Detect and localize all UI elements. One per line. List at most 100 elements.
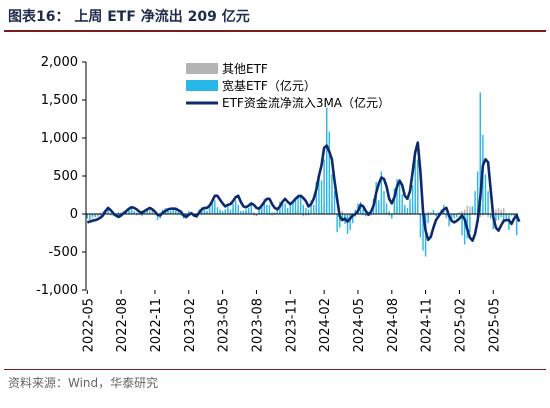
broad-etf-bar [180, 214, 182, 216]
other-etf-bar [341, 210, 344, 214]
legend: 其他ETF 宽基ETF（亿元） ETF资金流净流入3MA（亿元） [186, 62, 390, 110]
broad-etf-bar [414, 159, 416, 214]
other-etf-bar [159, 212, 161, 214]
broad-etf-bar [515, 214, 518, 236]
broad-etf-bar [206, 210, 208, 214]
broad-etf-bar [411, 185, 414, 214]
broad-etf-bar [500, 214, 502, 218]
other-etf-bar [99, 212, 102, 214]
broad-etf-bar [292, 201, 294, 214]
broad-etf-bar [331, 174, 333, 214]
x-tick-label: 2024-02 [318, 298, 333, 352]
x-tick-label: 2022-05 [81, 298, 96, 352]
broad-etf-bar [255, 214, 258, 216]
other-etf-bar [461, 210, 463, 214]
broad-etf-bar [312, 204, 315, 214]
broad-etf-bar [513, 214, 515, 217]
broad-etf-bar [388, 210, 390, 214]
broad-etf-bar [339, 214, 341, 228]
broad-etf-bar [240, 210, 242, 214]
legend-label-broad: 宽基ETF（亿元） [222, 78, 316, 93]
broad-etf-bar [250, 203, 252, 214]
other-etf-bar [469, 206, 471, 214]
broad-etf-bar [505, 214, 508, 219]
broad-etf-bar [430, 212, 432, 214]
other-etf-bar [500, 209, 502, 214]
broad-etf-bar [299, 195, 302, 214]
broad-etf-bar [268, 204, 271, 214]
broad-etf-bar [302, 204, 305, 214]
ma-line [86, 141, 521, 242]
other-etf-bar [479, 214, 481, 218]
broad-etf-bar [320, 180, 323, 214]
broad-etf-bar [130, 207, 133, 214]
broad-etf-bar [307, 209, 310, 214]
other-etf-bar [271, 214, 273, 216]
broad-etf-bar [401, 194, 403, 214]
broad-etf-bar [281, 200, 284, 214]
other-etf-bar [502, 207, 505, 214]
broad-etf-bar [479, 92, 481, 214]
broad-etf-bar [448, 214, 450, 227]
x-tick-label: 2023-11 [284, 298, 299, 352]
broad-etf-bar [91, 214, 94, 217]
broad-etf-bar [112, 214, 115, 217]
broad-etf-bar [294, 197, 297, 214]
broad-etf-bar [346, 214, 349, 234]
broad-etf-bar [216, 207, 219, 214]
broad-etf-bar [354, 209, 357, 214]
other-etf-bar [370, 214, 372, 216]
broad-etf-bar [305, 207, 307, 214]
broad-etf-bar [336, 214, 338, 233]
broad-etf-bar [391, 214, 393, 219]
broad-etf-bar [385, 203, 388, 214]
broad-etf-bar [378, 200, 380, 214]
broad-etf-bar [286, 207, 289, 214]
x-tick-label: 2023-08 [250, 298, 265, 352]
other-etf-bar [117, 211, 120, 214]
broad-etf-bar [396, 179, 398, 214]
broad-etf-bar [417, 159, 419, 214]
broad-etf-bar [352, 214, 354, 224]
broad-etf-bar [211, 200, 213, 214]
other-etf-bar [388, 214, 390, 216]
other-etf-bar [463, 209, 466, 214]
broad-etf-bar [469, 214, 471, 233]
other-etf-bar [482, 214, 484, 216]
chart-title: 图表16： 上周 ETF 净流出 209 亿元 [8, 9, 250, 25]
x-tick-label: 2023-05 [217, 298, 232, 352]
y-axis: -1,000 -500 0 500 1,000 1,500 2,000 [36, 55, 87, 298]
broad-etf-bar [208, 206, 211, 214]
broad-etf-bar [365, 214, 367, 217]
broad-etf-bar [107, 207, 109, 214]
y-tick-label: 500 [53, 169, 78, 184]
other-etf-bar [427, 211, 429, 214]
broad-etf-bar [495, 214, 497, 221]
x-tick-label: 2022-11 [149, 298, 164, 352]
broad-etf-bar [289, 204, 292, 214]
broad-etf-bar [86, 214, 89, 218]
broad-etf-bar [273, 212, 276, 214]
broad-etf-bar [146, 209, 148, 214]
broad-etf-bar [214, 200, 216, 214]
broad-etf-bar [96, 214, 99, 216]
broad-etf-bar [404, 204, 406, 214]
broad-etf-bar [489, 214, 492, 219]
broad-etf-bar [141, 214, 143, 217]
broad-etf-bar [341, 214, 344, 219]
broad-etf-bar [398, 180, 401, 214]
y-tick-label: 2,000 [41, 55, 78, 70]
broad-etf-bar [167, 209, 169, 214]
x-axis: 2022-05 2022-08 2022-11 2023-02 2023-05 2023-… [81, 290, 502, 352]
other-etf-bars [86, 204, 518, 222]
source-note: 资料来源：Wind，华泰研究 [8, 376, 159, 390]
broad-etf-bar [310, 200, 312, 214]
broad-etf-bar [406, 207, 409, 214]
legend-swatch-other [186, 63, 218, 74]
broad-etf-bar [260, 206, 263, 214]
broad-etf-bar [461, 214, 463, 236]
broad-etf-bar [510, 214, 513, 216]
other-etf-bar [253, 214, 255, 216]
broad-etf-bar [229, 209, 232, 214]
broad-etf-bar [271, 212, 273, 214]
